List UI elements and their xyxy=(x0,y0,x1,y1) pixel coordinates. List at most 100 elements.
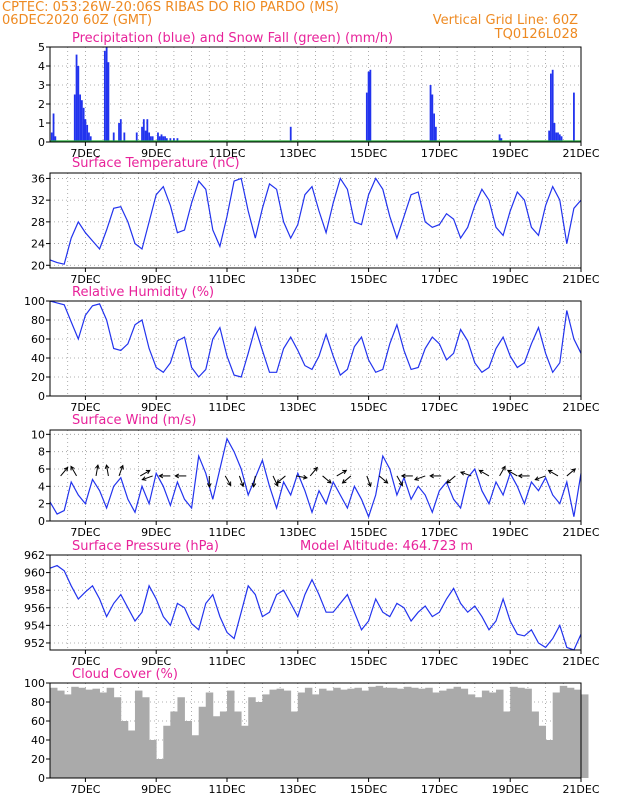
cloud-bar xyxy=(375,685,384,778)
cloud-bar xyxy=(85,689,93,778)
y-tick-label: 20 xyxy=(31,371,45,384)
precip-bar xyxy=(88,132,90,142)
x-tick-label: 17DEC xyxy=(421,655,458,668)
precip-bar xyxy=(141,126,143,142)
x-tick-label: 13DEC xyxy=(279,526,316,539)
wind-arrow xyxy=(534,475,546,481)
cloud-bar xyxy=(212,716,221,778)
cloud-bar xyxy=(566,687,575,778)
precip-bar xyxy=(164,136,166,142)
precip-bar xyxy=(553,123,556,142)
x-tick-label: 9DEC xyxy=(141,526,171,539)
x-tick-label: 21DEC xyxy=(562,526,599,539)
precip-bar xyxy=(146,119,149,142)
wind-arrow xyxy=(499,465,506,477)
y-tick-label: 962 xyxy=(24,549,45,562)
y-tick-label: 32 xyxy=(31,194,45,207)
x-tick-label: 9DEC xyxy=(141,401,171,414)
precip-bar xyxy=(148,132,151,142)
y-tick-label: 60 xyxy=(31,715,45,728)
wind-arrow xyxy=(118,464,124,477)
cloud-bar xyxy=(64,694,72,778)
precip-bar xyxy=(151,136,154,142)
precip-bar xyxy=(112,132,115,142)
y-tick-label: 2 xyxy=(38,498,45,511)
wind-arrow xyxy=(295,474,308,480)
cloud-bar xyxy=(205,692,214,778)
cloud-bar xyxy=(163,725,171,778)
cloud-bar xyxy=(573,689,582,778)
plot-frame xyxy=(49,682,582,779)
x-tick-label: 19DEC xyxy=(492,147,529,160)
precip-bar xyxy=(157,132,159,142)
x-tick-label: 21DEC xyxy=(562,273,599,286)
precip-bar xyxy=(79,94,81,142)
y-tick-label: 40 xyxy=(31,734,45,747)
y-tick-label: 952 xyxy=(24,637,45,650)
precip-bar xyxy=(173,138,175,142)
precip-bar xyxy=(558,134,561,142)
wind-arrow xyxy=(206,475,212,488)
wind-arrow xyxy=(459,471,472,477)
wind-arrow xyxy=(174,473,187,479)
cloud-bar xyxy=(290,711,299,778)
cloud-bar xyxy=(127,730,136,778)
precip-bar xyxy=(50,132,53,142)
cloud-bar xyxy=(311,694,320,778)
cloud-bar xyxy=(120,721,129,778)
precip-bar xyxy=(548,130,551,142)
precip-bar xyxy=(103,50,106,142)
x-tick-label: 9DEC xyxy=(141,273,171,286)
x-tick-label: 19DEC xyxy=(492,273,529,286)
cloud-bar xyxy=(333,687,341,778)
cloud-bar xyxy=(283,690,292,778)
x-tick-label: 9DEC xyxy=(141,147,171,160)
cloud-bar xyxy=(531,711,539,778)
x-tick-label: 13DEC xyxy=(279,783,316,796)
precip-bar xyxy=(107,62,110,143)
precip-bar xyxy=(149,136,152,142)
panel-1: 7DEC 9DEC 11DEC 13DEC 15DEC 17DEC 19DEC 21DEC 0 1… xyxy=(38,31,600,160)
wind-arrow xyxy=(413,475,426,481)
cloud-bar xyxy=(149,740,157,778)
precip-bar xyxy=(555,132,558,142)
precip-bar xyxy=(500,138,503,142)
y-tick-label: 0 xyxy=(38,390,45,403)
precip-bar xyxy=(135,132,138,142)
precip-bar xyxy=(169,138,172,142)
cloud-bar xyxy=(474,697,483,778)
precip-bar xyxy=(86,124,89,142)
y-tick-label: 36 xyxy=(31,172,45,185)
x-tick-label: 15DEC xyxy=(350,783,387,796)
x-tick-label: 15DEC xyxy=(350,526,387,539)
cloud-bar xyxy=(227,690,235,778)
cloud-bar xyxy=(106,687,115,778)
x-tick-label: 7DEC xyxy=(70,273,100,286)
y-tick-label: 5 xyxy=(38,41,45,54)
cloud-bar xyxy=(170,711,178,778)
y-tick-label: 80 xyxy=(31,314,45,327)
header: CPTEC: 053:26W-20:06S RIBAS DO RIO PARDO… xyxy=(2,0,578,42)
x-tick-label: 15DEC xyxy=(350,147,387,160)
series-line xyxy=(49,300,582,378)
y-tick-label: 960 xyxy=(24,567,45,580)
cloud-bar xyxy=(241,725,249,778)
y-tick-label: 60 xyxy=(31,333,45,346)
cloud-bar xyxy=(496,689,504,778)
y-tick-label: 956 xyxy=(24,602,45,615)
panel-title: Surface Wind (m/s) xyxy=(72,413,196,428)
x-tick-label: 11DEC xyxy=(208,401,245,414)
cloud-bar xyxy=(184,721,193,778)
plot-frame xyxy=(49,300,582,397)
wind-arrow xyxy=(378,475,389,484)
precip-bar xyxy=(123,132,126,142)
wind-arrow xyxy=(478,469,490,477)
precip-bar xyxy=(550,73,552,142)
cloud-bar xyxy=(340,689,348,778)
wind-arrow xyxy=(506,469,518,477)
x-tick-label: 11DEC xyxy=(208,147,245,160)
plot-frame xyxy=(49,46,582,143)
precip-bar xyxy=(573,92,575,142)
x-tick-label: 13DEC xyxy=(279,401,316,414)
